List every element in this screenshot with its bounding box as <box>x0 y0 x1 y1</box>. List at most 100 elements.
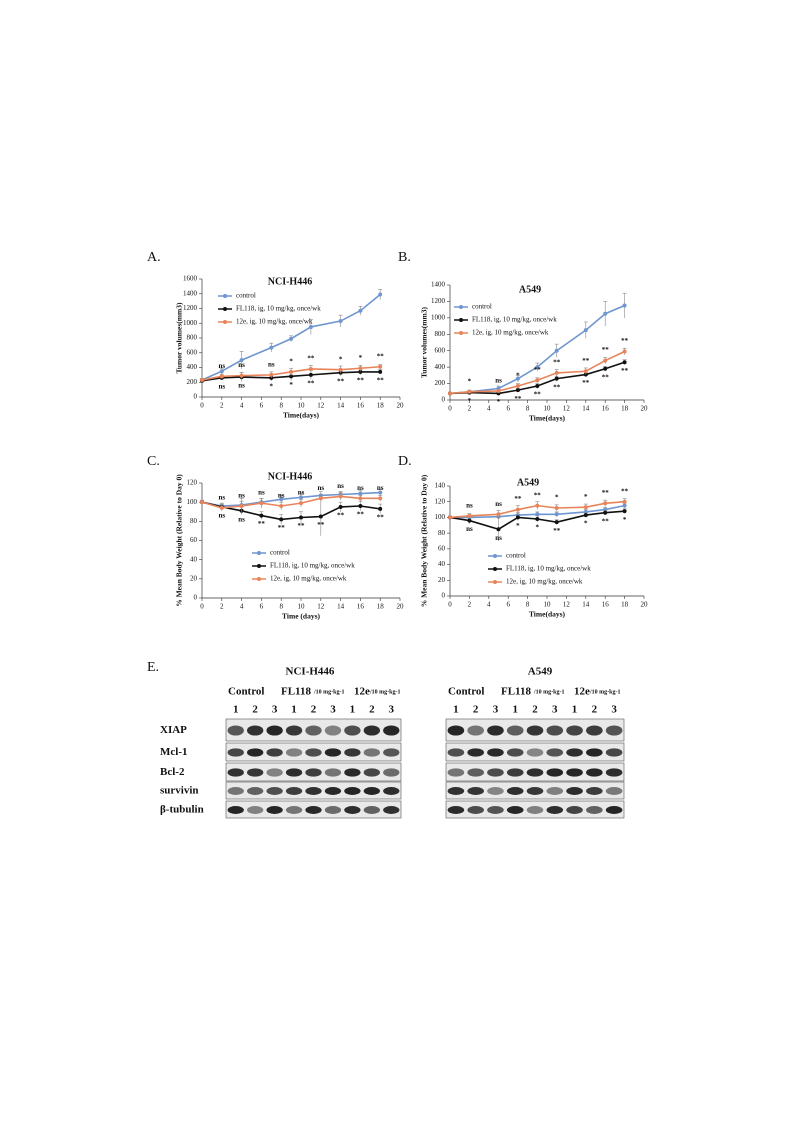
significance-label: ns <box>298 489 305 497</box>
band <box>227 725 244 736</box>
data-point <box>200 500 204 505</box>
data-point <box>239 504 244 508</box>
y-axis-label: % Mean Body Weight (Relative to Day 0) <box>175 474 184 607</box>
data-point <box>259 513 264 518</box>
data-point <box>515 507 520 512</box>
band <box>305 806 322 814</box>
lane-label: 1 <box>453 704 459 716</box>
band <box>266 768 283 777</box>
band <box>383 787 400 795</box>
y-tick-label: 600 <box>187 348 198 356</box>
band <box>447 725 465 736</box>
x-tick-label: 10 <box>544 405 552 413</box>
data-point <box>467 513 472 518</box>
data-point <box>378 490 383 495</box>
band <box>266 725 283 736</box>
band <box>305 725 322 736</box>
x-tick-label: 14 <box>337 402 345 410</box>
x-tick-label: 18 <box>377 603 385 611</box>
panel-label: E. <box>147 660 159 675</box>
chart-title: A549 <box>517 477 539 488</box>
significance-label: * <box>468 377 472 385</box>
band <box>526 725 544 736</box>
band <box>586 725 603 736</box>
significance-label: ** <box>377 377 385 385</box>
legend-label: FL118, ig, 10 mg/kg, once/wk <box>506 565 591 573</box>
lane-label: 1 <box>350 704 356 716</box>
data-point <box>622 303 627 308</box>
band <box>566 806 583 814</box>
data-point <box>378 506 383 511</box>
x-tick-label: 18 <box>621 405 629 413</box>
data-point <box>554 506 559 510</box>
y-tick-label: 400 <box>187 363 198 371</box>
y-tick-label: 0 <box>194 594 198 602</box>
significance-label: ns <box>357 484 364 492</box>
lane-label: 2 <box>311 704 317 716</box>
band <box>546 806 564 814</box>
band <box>383 748 400 757</box>
lane-label: 3 <box>493 704 499 716</box>
significance-label: * <box>623 516 627 524</box>
x-tick-label: 18 <box>377 402 385 410</box>
data-point <box>299 515 303 520</box>
data-point <box>535 517 540 521</box>
band <box>506 787 524 795</box>
band <box>227 768 244 777</box>
data-point <box>554 376 559 381</box>
data-point <box>448 391 452 396</box>
significance-label: * <box>468 397 472 405</box>
significance-label: ns <box>218 382 225 390</box>
data-point <box>622 360 627 365</box>
panel-label: B. <box>398 250 411 265</box>
band <box>247 806 264 814</box>
significance-label: ** <box>258 520 266 528</box>
band <box>467 725 484 736</box>
legend-marker <box>223 307 227 311</box>
significance-label: ** <box>602 373 610 381</box>
band <box>285 725 303 736</box>
band <box>506 768 524 777</box>
band <box>305 748 322 757</box>
band <box>566 768 583 777</box>
band <box>506 748 524 757</box>
data-point <box>289 374 294 379</box>
data-point <box>496 527 501 532</box>
x-tick-label: 8 <box>526 601 530 609</box>
band <box>586 768 603 777</box>
x-tick-label: 0 <box>200 402 204 410</box>
band <box>266 806 283 814</box>
y-tick-label: 0 <box>442 592 446 600</box>
significance-label: ** <box>357 377 365 385</box>
lane-label: 1 <box>291 704 297 716</box>
significance-label: * <box>536 524 540 532</box>
band <box>506 806 524 814</box>
x-tick-label: 12 <box>563 405 571 413</box>
panel-label: C. <box>147 454 160 469</box>
data-point <box>535 384 540 389</box>
data-point <box>308 366 313 371</box>
legend-marker <box>493 567 497 571</box>
y-tick-label: 1200 <box>431 297 446 305</box>
significance-label: ns <box>317 484 324 492</box>
panel-label: A. <box>147 250 161 265</box>
chart-title: NCI-H446 <box>268 471 312 482</box>
y-tick-label: 200 <box>435 379 446 387</box>
data-point <box>239 373 244 378</box>
x-tick-label: 0 <box>200 603 204 611</box>
significance-label: ns <box>337 482 344 490</box>
band <box>383 725 400 736</box>
x-tick-label: 2 <box>468 601 472 609</box>
legend-marker <box>493 580 497 584</box>
data-point <box>583 513 588 518</box>
band <box>247 748 264 757</box>
significance-label: ns <box>218 362 225 370</box>
data-point <box>358 308 363 313</box>
data-point <box>299 501 303 506</box>
data-point <box>554 512 559 517</box>
y-tick-label: 1600 <box>183 275 198 283</box>
legend-label: control <box>472 303 492 311</box>
legend-label: FL118, ig, 10 mg/kg, once/wk <box>472 316 557 324</box>
band <box>363 748 381 757</box>
